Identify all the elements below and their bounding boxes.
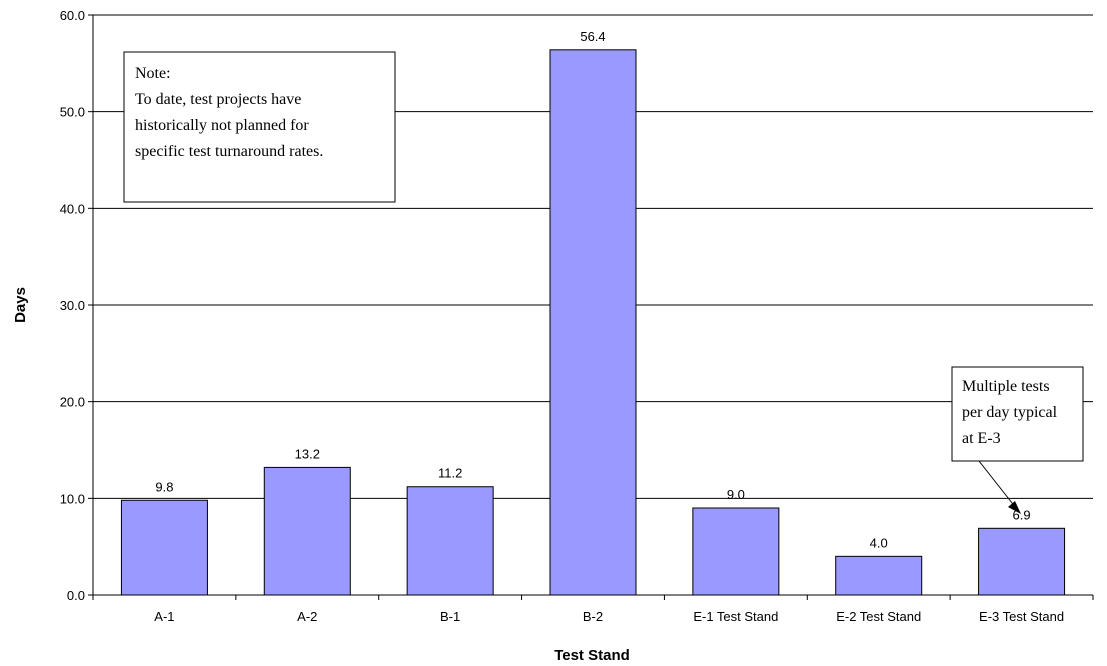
note-annotation: Note: To date, test projects have histor… [123,51,396,203]
x-tick-label: E-2 Test Stand [836,609,921,624]
y-tick-label: 60.0 [60,8,85,23]
callout-line: Multiple tests [962,378,1050,395]
bar [263,466,351,596]
y-tick-label: 20.0 [60,395,85,410]
x-tick-label: E-1 Test Stand [693,609,778,624]
callout-arrowhead [1008,501,1021,514]
note-line: To date, test projects have [135,91,301,108]
bar [549,49,637,596]
callout-line: per day typical [962,404,1058,421]
bar [835,555,923,596]
y-axis-title: Days [12,287,29,323]
note-line: specific test turnaround rates. [135,143,323,160]
x-tick-label: B-2 [583,609,603,624]
data-label: 9.8 [155,479,173,494]
x-tick-label: E-3 Test Stand [979,609,1064,624]
y-tick-label: 30.0 [60,298,85,313]
note-line: historically not planned for [135,117,309,134]
data-label: 13.2 [295,446,320,461]
data-label: 4.0 [870,535,888,550]
callout-arrow-line [978,460,1017,509]
x-axis-title: Test Stand [554,647,630,664]
bar [978,527,1066,596]
callout-box [951,366,1084,462]
x-tick-label: B-1 [440,609,460,624]
data-label: 9.0 [727,487,745,502]
note-line: Note: [135,65,171,82]
bars [120,49,1066,596]
y-tick-label: 40.0 [60,201,85,216]
bar [120,499,208,596]
bar [692,507,780,596]
y-tick-label: 50.0 [60,105,85,120]
x-tick-label: A-2 [297,609,317,624]
x-tick-label: A-1 [154,609,174,624]
callout-line: at E-3 [962,430,1001,447]
y-tick-label: 0.0 [67,588,85,603]
data-label: 56.4 [580,29,605,44]
data-label: 11.2 [438,466,462,481]
callout-annotation: Multiple tests per day typical at E-3 [951,366,1084,514]
note-box [123,51,396,203]
axes: 0.0 10.0 20.0 30.0 40.0 50.0 60.0 A-1 A-2 B-1 B-2 E… [60,8,1094,624]
bar [406,486,494,596]
y-tick-label: 10.0 [60,491,85,506]
